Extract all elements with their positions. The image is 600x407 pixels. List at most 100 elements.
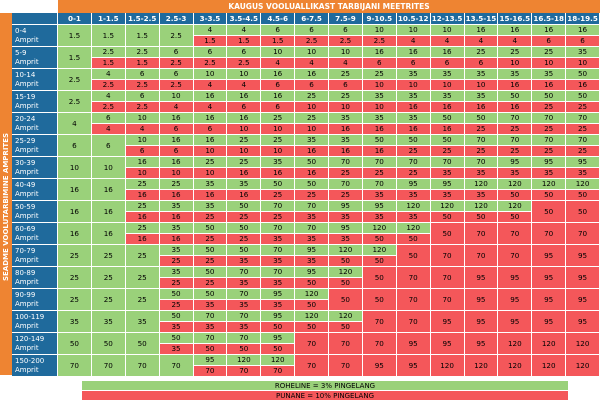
cell-green: 50 — [193, 223, 228, 234]
row-label: 40-49 Amprit — [12, 179, 58, 201]
cell-red: 70 — [329, 333, 363, 355]
row-unit: Amprit — [15, 101, 39, 110]
row-unit: Amprit — [15, 343, 39, 352]
cell-red: 2.5 — [193, 58, 228, 69]
cell-green: 16 — [159, 113, 194, 124]
row-range: 20-24 — [15, 115, 36, 124]
cell-red: 35 — [227, 300, 262, 311]
cell-green: 70 — [295, 223, 329, 234]
cell-red: 50 — [329, 289, 363, 311]
cell-red: 50 — [261, 344, 296, 355]
cell-red: 6 — [396, 58, 431, 69]
cell-green: 50 — [193, 245, 228, 256]
cell-red: 50 — [295, 322, 329, 333]
cell-red: 50 — [396, 234, 431, 245]
cell-red: 35 — [227, 256, 262, 267]
cell-red: 6 — [295, 80, 329, 91]
cell-red: 70 — [498, 223, 533, 245]
cell-red: 16 — [125, 234, 160, 245]
cell-red: 10 — [295, 102, 329, 113]
cell-green: 50 — [532, 91, 567, 102]
cell-red: 16 — [396, 124, 431, 135]
row-unit: Amprit — [15, 57, 39, 66]
cell-red: 95 — [532, 289, 567, 311]
row-label: 90-99 Amprit — [12, 289, 58, 311]
cell-green: 35 — [396, 91, 431, 102]
cell-green: 25 — [58, 245, 92, 267]
cell-red: 120 — [566, 355, 600, 377]
cell-red: 35 — [362, 190, 397, 201]
cell-green: 10 — [430, 25, 465, 36]
cell-red: 35 — [193, 322, 228, 333]
cell-green: 16 — [91, 179, 126, 201]
row-range: 10-14 — [15, 71, 36, 80]
cell-red: 35 — [227, 322, 262, 333]
cell-red: 6 — [464, 58, 499, 69]
cell-green: 25 — [295, 91, 329, 102]
cell-red: 16 — [125, 212, 160, 223]
cell-red: 25 — [261, 190, 296, 201]
cell-green: 16 — [58, 201, 92, 223]
cell-red: 10 — [532, 58, 567, 69]
cell-red: 10 — [362, 80, 397, 91]
cell-green: 4 — [193, 25, 228, 36]
cell-green: 50 — [295, 179, 329, 190]
cell-red: 35 — [329, 234, 363, 245]
cell-green: 35 — [396, 113, 431, 124]
cell-red: 4 — [125, 124, 160, 135]
cell-red: 50 — [193, 344, 228, 355]
cell-green: 6 — [159, 69, 194, 80]
cell-green: 120 — [566, 179, 600, 190]
column-header: 3.5-4.5 — [227, 13, 262, 25]
cell-green: 120 — [396, 201, 431, 212]
cell-green: 16 — [193, 135, 228, 146]
cell-red: 35 — [159, 344, 194, 355]
cell-red: 95 — [498, 289, 533, 311]
cell-green: 95 — [329, 201, 363, 212]
cell-green: 25 — [159, 179, 194, 190]
cell-green: 10 — [193, 69, 228, 80]
cell-green: 16 — [430, 47, 465, 58]
cell-green: 25 — [125, 267, 160, 289]
cell-green: 25 — [532, 47, 567, 58]
cell-red: 95 — [566, 267, 600, 289]
cell-green: 35 — [464, 91, 499, 102]
cell-green: 16 — [498, 25, 533, 36]
cell-green: 10 — [295, 47, 329, 58]
cell-red: 35 — [227, 278, 262, 289]
cell-green: 50 — [58, 333, 92, 355]
cell-red: 10 — [261, 146, 296, 157]
cell-red: 25 — [532, 124, 567, 135]
cell-green: 1.5 — [58, 25, 92, 47]
cell-green: 6 — [125, 69, 160, 80]
cell-red: 95 — [532, 267, 567, 289]
row-range: 5-9 — [15, 49, 27, 58]
cell-green: 120 — [329, 267, 363, 278]
cell-green: 6 — [159, 47, 194, 58]
cell-green: 25 — [261, 135, 296, 146]
cell-red: 70 — [430, 245, 465, 267]
cell-green: 35 — [430, 69, 465, 80]
cell-green: 6 — [261, 25, 296, 36]
cell-green: 10 — [91, 157, 126, 179]
cell-green: 25 — [464, 47, 499, 58]
cell-red: 25 — [159, 278, 194, 289]
cell-red: 25 — [227, 234, 262, 245]
cell-green: 120 — [396, 223, 431, 234]
row-label: 20-24 Amprit — [12, 113, 58, 135]
cell-red: 25 — [566, 102, 600, 113]
cell-red: 35 — [362, 212, 397, 223]
cell-red: 95 — [430, 333, 465, 355]
cell-green: 70 — [261, 223, 296, 234]
cell-green: 95 — [261, 311, 296, 322]
cell-green: 95 — [566, 157, 600, 168]
cell-green: 50 — [498, 91, 533, 102]
cell-red: 50 — [227, 344, 262, 355]
column-header: 3-3.5 — [193, 13, 228, 25]
row-range: 30-39 — [15, 159, 36, 168]
cell-red: 10 — [295, 124, 329, 135]
cell-red: 35 — [193, 300, 228, 311]
cell-red: 6 — [261, 102, 296, 113]
row-range: 60-69 — [15, 225, 36, 234]
row-unit: Amprit — [15, 189, 39, 198]
